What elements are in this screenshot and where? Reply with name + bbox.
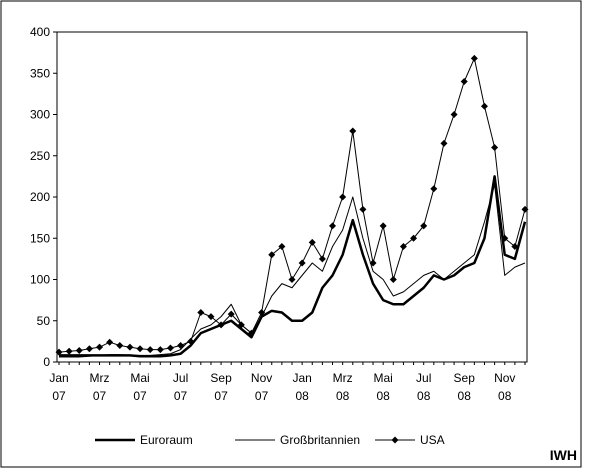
y-tick-label: 150 xyxy=(30,231,50,245)
x-tick-label: Jul 08 xyxy=(416,371,431,403)
data-point xyxy=(349,127,357,135)
legend-marker xyxy=(391,436,399,444)
series-line xyxy=(59,184,526,358)
data-point xyxy=(75,346,83,354)
data-point xyxy=(501,234,509,242)
data-point xyxy=(389,276,397,283)
data-point xyxy=(369,259,377,267)
x-tick-label: Mai 08 xyxy=(374,371,393,403)
data-point xyxy=(278,243,286,250)
data-point xyxy=(339,193,347,201)
data-point xyxy=(187,337,195,345)
data-point xyxy=(85,345,93,353)
data-point xyxy=(308,238,316,246)
data-point xyxy=(166,344,174,352)
data-point xyxy=(96,343,104,351)
data-point xyxy=(106,338,114,346)
y-tick-label: 100 xyxy=(30,273,50,287)
y-tick-label: 50 xyxy=(37,314,51,328)
data-point xyxy=(318,255,326,263)
data-point xyxy=(136,345,144,353)
x-tick-label: Nov 07 xyxy=(251,371,272,403)
y-tick-label: 300 xyxy=(30,108,50,122)
legend-label: Euroraum xyxy=(140,433,193,447)
data-point xyxy=(268,251,276,259)
data-point xyxy=(511,243,519,250)
legend-label: USA xyxy=(420,433,445,447)
chart-frame xyxy=(0,0,582,468)
data-point xyxy=(470,54,478,62)
y-tick-label: 0 xyxy=(43,355,50,369)
data-point xyxy=(298,259,306,267)
data-point xyxy=(227,310,235,318)
data-point xyxy=(65,347,73,355)
data-point xyxy=(480,102,488,110)
x-tick-label: Jan 08 xyxy=(292,371,311,403)
y-tick-label: 250 xyxy=(30,149,50,163)
data-point xyxy=(247,329,255,337)
data-point xyxy=(359,205,367,213)
data-point xyxy=(288,276,296,283)
data-point xyxy=(237,321,245,329)
x-tick-label: Nov 08 xyxy=(494,371,515,403)
series-line xyxy=(59,175,527,358)
x-tick-label: Jan 07 xyxy=(49,371,68,403)
source-label: IWH xyxy=(550,447,577,463)
data-point xyxy=(410,234,418,242)
data-point xyxy=(399,243,407,250)
y-tick-label: 350 xyxy=(30,66,50,80)
x-tick-label: Mai 07 xyxy=(130,371,149,403)
data-point xyxy=(55,348,63,356)
data-point xyxy=(177,342,185,349)
data-point xyxy=(217,321,225,329)
data-point xyxy=(146,346,154,354)
data-point xyxy=(420,222,428,230)
data-point xyxy=(116,342,124,349)
legend-label: Großbritannien xyxy=(280,433,360,447)
data-point xyxy=(329,222,337,230)
x-tick-label: Mrz 08 xyxy=(333,371,353,403)
x-tick-label: Mrz 07 xyxy=(90,371,110,403)
data-point xyxy=(491,144,499,151)
x-tick-label: Sep 07 xyxy=(210,371,232,403)
data-point xyxy=(207,313,215,321)
x-tick-label: Jul 07 xyxy=(173,371,188,403)
data-point xyxy=(258,309,266,316)
data-point xyxy=(460,78,468,85)
y-tick-label: 400 xyxy=(30,25,50,39)
x-tick-label: Sep 08 xyxy=(454,371,476,403)
data-point xyxy=(450,111,458,118)
data-point xyxy=(379,222,387,230)
data-point xyxy=(440,139,448,147)
data-point xyxy=(197,309,205,316)
data-point xyxy=(521,205,529,213)
data-point xyxy=(126,343,134,351)
data-point xyxy=(430,185,438,193)
data-point xyxy=(156,346,164,354)
y-tick-label: 200 xyxy=(30,190,50,204)
